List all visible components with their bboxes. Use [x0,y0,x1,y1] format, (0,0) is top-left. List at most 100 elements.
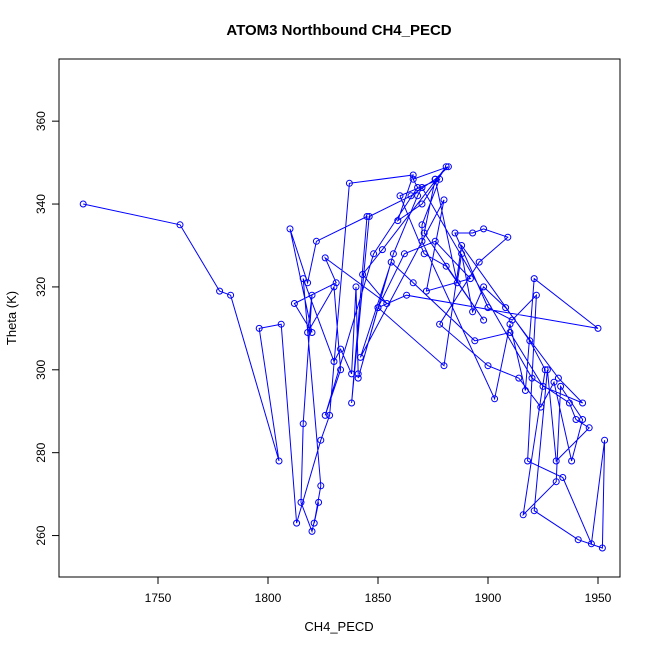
data-point [216,287,224,295]
data-point [290,300,298,307]
data-point [304,329,312,336]
data-point [442,163,450,171]
data-point [363,213,371,220]
x-tick-label: 1800 [255,591,282,605]
data-point [530,275,538,283]
data-point [543,366,551,374]
data-point [585,424,593,432]
chart-title: ATOM3 Northbound CH4_PECD [226,22,451,39]
data-point [587,540,595,548]
data-point [436,320,444,328]
data-point [480,316,488,324]
data-point [321,254,329,262]
data-point [370,250,378,258]
data-point [330,283,338,291]
data-point [515,374,523,382]
data-point [409,175,417,183]
y-tick-label: 320 [34,277,48,297]
data-point [354,370,362,378]
data-point [414,192,422,200]
x-tick-label: 1950 [585,591,612,605]
data-point [337,345,345,353]
x-tick-label: 1900 [475,591,502,605]
data-point [414,184,422,191]
data-point [317,436,325,444]
data-point [310,519,318,527]
data-point [297,498,305,506]
data-point [365,213,373,220]
data-point [409,171,417,179]
data-point [557,382,565,390]
data-point [506,320,514,328]
data-point [579,416,587,423]
data-point [469,229,477,237]
data-point [79,200,87,208]
data-point [394,217,402,225]
data-point [418,221,426,229]
data-point [420,250,428,258]
data-point [480,283,488,291]
data-point [326,411,334,419]
data-point [332,279,340,287]
data-point [356,353,364,361]
data-point [524,457,532,465]
data-point [506,329,514,336]
y-tick-label: 280 [34,442,48,462]
data-point [409,279,417,287]
data-point [312,237,320,245]
data-point [436,175,444,183]
data-point [348,370,356,378]
y-axis: 260 280 300 320 340 360 [34,111,60,546]
data-point [528,374,536,382]
data-point [403,291,411,299]
series-line [83,166,606,549]
data-point [418,237,426,245]
data-point [440,196,448,204]
data-point [601,436,609,444]
data-point [539,382,547,390]
data-point [565,399,573,407]
data-point [550,378,558,386]
data-point [422,287,430,295]
data-point [418,200,426,208]
data-point [594,324,602,332]
data-point [431,237,439,245]
data-point [444,163,452,171]
data-point [508,316,516,324]
data-point [579,399,587,407]
data-point [521,387,529,394]
data-point [286,225,294,233]
data-point [532,291,540,299]
data-point [396,192,404,200]
data-point [568,457,576,465]
data-point [418,184,426,191]
data-point [491,395,499,403]
data-point [574,536,582,544]
data-point [469,308,477,316]
x-axis: 1750 1800 1850 1900 1950 [145,576,612,605]
data-point [299,420,307,428]
data-point [530,507,538,515]
data-point [537,403,545,411]
data-point [378,246,386,254]
data-point [442,262,450,270]
data-point [383,300,391,307]
data-point [572,416,580,423]
data-point [299,275,307,283]
data-point [471,337,479,345]
data-point [554,374,562,382]
data-point [552,457,560,465]
data-point [330,358,338,365]
data-point [458,242,466,249]
data-point [451,229,459,237]
data-point [227,291,235,299]
data-point [484,304,492,312]
data-point [431,175,439,183]
data-point [389,250,397,258]
y-axis-label: Theta (K) [4,291,19,345]
data-point [598,544,606,552]
x-tick-label: 1850 [365,591,392,605]
data-point [453,279,461,287]
data-point [337,366,345,374]
